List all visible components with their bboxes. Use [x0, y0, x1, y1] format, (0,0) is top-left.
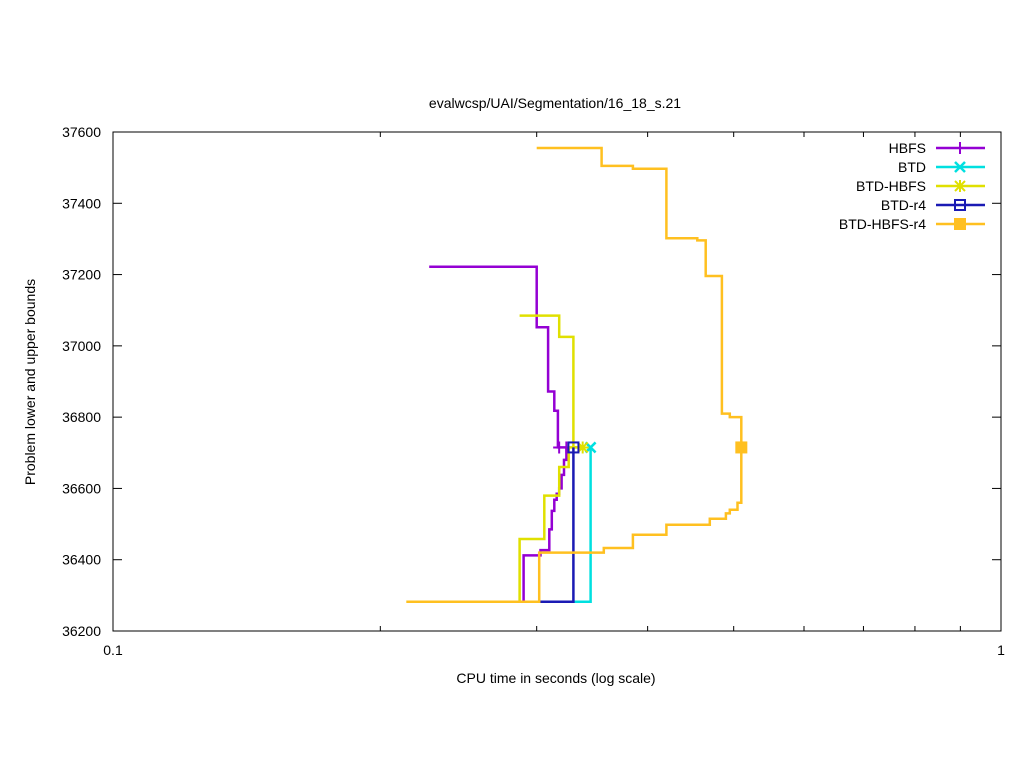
series-line-lower [406, 447, 743, 604]
y-tick-label: 36800 [62, 409, 101, 425]
series-layer [406, 146, 748, 604]
y-tick-label: 37600 [62, 124, 101, 140]
legend-entry: BTD-r4 [881, 197, 985, 213]
legend: HBFS BTD BTD-HBFS BTD-r4 BTD-HBFS-r4 [839, 140, 985, 232]
legend-marker [954, 180, 966, 192]
legend-entry: BTD-HBFS-r4 [839, 216, 985, 232]
legend-entry: HBFS [889, 140, 985, 156]
y-tick-label: 37400 [62, 195, 101, 211]
series-final-point [576, 441, 589, 454]
legend-label: HBFS [889, 140, 926, 156]
series-btd-hbfs [406, 314, 589, 604]
y-tick-label: 37000 [62, 338, 101, 354]
legend-label: BTD-HBFS-r4 [839, 216, 926, 232]
legend-label: BTD [898, 159, 926, 175]
legend-marker [954, 199, 966, 211]
series-line-upper [573, 447, 592, 604]
series-line-upper [519, 314, 583, 449]
series-final-point [567, 441, 580, 454]
legend-entry: BTD-HBFS [856, 178, 985, 194]
legend-label: BTD-HBFS [856, 178, 926, 194]
y-axis-label: Problem lower and upper bounds [22, 279, 38, 485]
y-tick-label: 36400 [62, 552, 101, 568]
series-final-point [735, 441, 748, 454]
x-axis-label: CPU time in seconds (log scale) [456, 670, 655, 686]
y-tick-label: 36200 [62, 623, 101, 639]
plot-area [112, 131, 1002, 632]
legend-label: BTD-r4 [881, 197, 926, 213]
plot-frame [112, 131, 1002, 632]
legend-marker [954, 142, 966, 154]
y-tick-label: 37200 [62, 267, 101, 283]
x-tick-label: 1 [997, 642, 1005, 658]
x-axis: 0.1 1 [103, 132, 1005, 658]
series-btd [573, 441, 597, 604]
series-line-lower [522, 447, 568, 602]
y-axis: 36200 36400 36600 36800 37000 37200 37400 37600 [62, 124, 1001, 639]
x-tick-label: 0.1 [103, 642, 123, 658]
chart-title: evalwcsp/UAI/Segmentation/16_18_s.21 [429, 95, 681, 111]
legend-marker [954, 218, 966, 230]
series-line-lower [406, 446, 583, 604]
series-hbfs [429, 265, 573, 602]
legend-entry: BTD [898, 159, 985, 175]
series-btd-hbfs-r4 [406, 146, 748, 604]
series-line-upper [536, 146, 743, 448]
legend-marker [954, 161, 966, 173]
series-line-upper [429, 265, 567, 449]
y-tick-label: 36600 [62, 480, 101, 496]
series-line-upper [523, 447, 575, 604]
